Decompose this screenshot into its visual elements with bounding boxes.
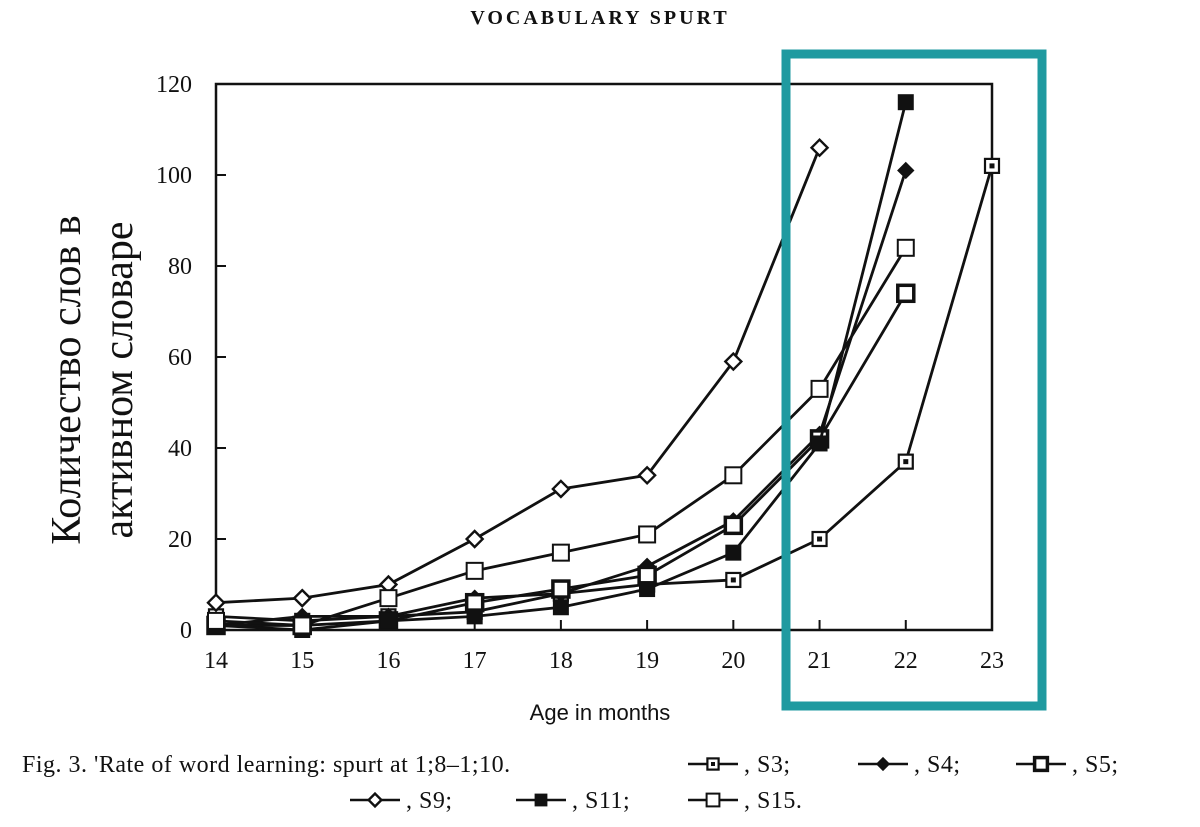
- data-point: [551, 579, 571, 599]
- x-tick-label: 20: [721, 648, 745, 674]
- data-point: [705, 792, 721, 808]
- data-point: [637, 565, 657, 586]
- data-point: [534, 793, 548, 807]
- data-point: [638, 525, 657, 544]
- data-point: [552, 599, 569, 616]
- data-point: [896, 238, 915, 257]
- legend-item-s11: , S11;: [516, 788, 630, 814]
- y-tick-label: 100: [156, 163, 192, 189]
- legend-label: , S3;: [744, 752, 791, 778]
- page-header: VOCABULARY SPURT: [470, 7, 729, 29]
- series-line: [215, 247, 907, 627]
- legend-item-s3: , S3;: [688, 752, 791, 778]
- data-point: [292, 588, 312, 608]
- x-tick-label: 18: [549, 648, 573, 674]
- plot-area: 14 15 16 17 18 19 20 21 22 23 0 20 40 60 80 100 120: [156, 72, 1004, 674]
- data-point: [366, 791, 384, 809]
- y-axis-title-line: Количество слов в: [44, 215, 90, 544]
- y-tick-label: 0: [180, 618, 192, 644]
- data-point: [639, 581, 656, 598]
- x-tick-label: 15: [290, 648, 314, 674]
- data-point: [810, 379, 829, 398]
- legend-label: , S9;: [406, 788, 453, 814]
- y-tick-label: 60: [168, 345, 192, 371]
- figure-caption: Fig. 3. 'Rate of word learning: spurt at…: [22, 752, 1119, 814]
- x-tick-label: 16: [376, 648, 400, 674]
- x-tick-label: 22: [894, 648, 918, 674]
- legend-label: , S11;: [572, 788, 630, 814]
- data-point: [551, 479, 571, 499]
- x-tick-label: 23: [980, 648, 1004, 674]
- series-line: [215, 147, 821, 605]
- series-s11: [208, 94, 914, 638]
- series-layer: [206, 94, 1001, 638]
- legend-item-s5: , S5;: [1016, 752, 1119, 778]
- y-tick-label: 20: [168, 527, 192, 553]
- series-s4: [207, 161, 915, 635]
- x-tick-label: 14: [204, 648, 228, 674]
- y-tick-label: 120: [156, 72, 192, 98]
- data-point: [983, 157, 1001, 174]
- plot-frame: [214, 82, 994, 632]
- data-point: [464, 529, 485, 549]
- data-point: [725, 571, 742, 589]
- data-point: [206, 593, 226, 613]
- legend-label: , S15.: [744, 788, 802, 814]
- data-point: [207, 611, 225, 630]
- data-point: [723, 515, 744, 536]
- x-tick-label: 17: [463, 648, 487, 674]
- series-s15: [207, 238, 915, 635]
- data-point: [464, 592, 485, 613]
- legend-label: , S5;: [1072, 752, 1119, 778]
- data-point: [897, 94, 914, 111]
- x-tick-label: 19: [635, 648, 659, 674]
- data-point: [809, 138, 830, 158]
- x-tick-label: 21: [808, 648, 832, 674]
- data-point: [896, 283, 916, 304]
- series-line: [215, 165, 994, 623]
- data-point: [875, 756, 891, 772]
- y-axis-title-line: активном словаре: [96, 221, 142, 538]
- series-line: [216, 292, 907, 627]
- data-point: [293, 616, 312, 635]
- data-point: [725, 544, 742, 561]
- data-point: [551, 543, 570, 562]
- data-point: [465, 561, 484, 580]
- data-point: [724, 466, 743, 485]
- data-point: [811, 435, 828, 452]
- legend-label: , S4;: [914, 752, 961, 778]
- data-point: [637, 465, 657, 485]
- data-point: [466, 608, 483, 625]
- data-point: [811, 530, 828, 548]
- data-point: [897, 161, 915, 180]
- y-axis-title: Количество слов в активном словаре: [44, 215, 142, 544]
- data-point: [897, 453, 914, 470]
- legend-item-s4: , S4;: [858, 752, 961, 778]
- caption-text: Fig. 3. 'Rate of word learning: spurt at…: [22, 752, 511, 778]
- axis-ticks: 14 15 16 17 18 19 20 21 22 23 0 20 40 60 80 100 120: [156, 72, 1004, 674]
- y-tick-label: 80: [168, 254, 192, 280]
- series-s3: [207, 157, 1001, 630]
- legend-item-s9: , S9;: [350, 788, 453, 814]
- data-point: [379, 589, 398, 608]
- legend-item-s15: , S15.: [688, 788, 802, 814]
- data-point: [380, 612, 397, 629]
- x-axis-title: Age in months: [530, 700, 671, 725]
- legend: , S3; , S4; , S5; , S9; , S11; , S15.: [350, 752, 1119, 814]
- data-point: [1032, 755, 1050, 773]
- highlight-box: [781, 49, 1047, 711]
- data-point: [723, 351, 744, 372]
- data-point: [706, 757, 720, 771]
- y-tick-label: 40: [168, 436, 192, 462]
- series-s9: [206, 138, 830, 613]
